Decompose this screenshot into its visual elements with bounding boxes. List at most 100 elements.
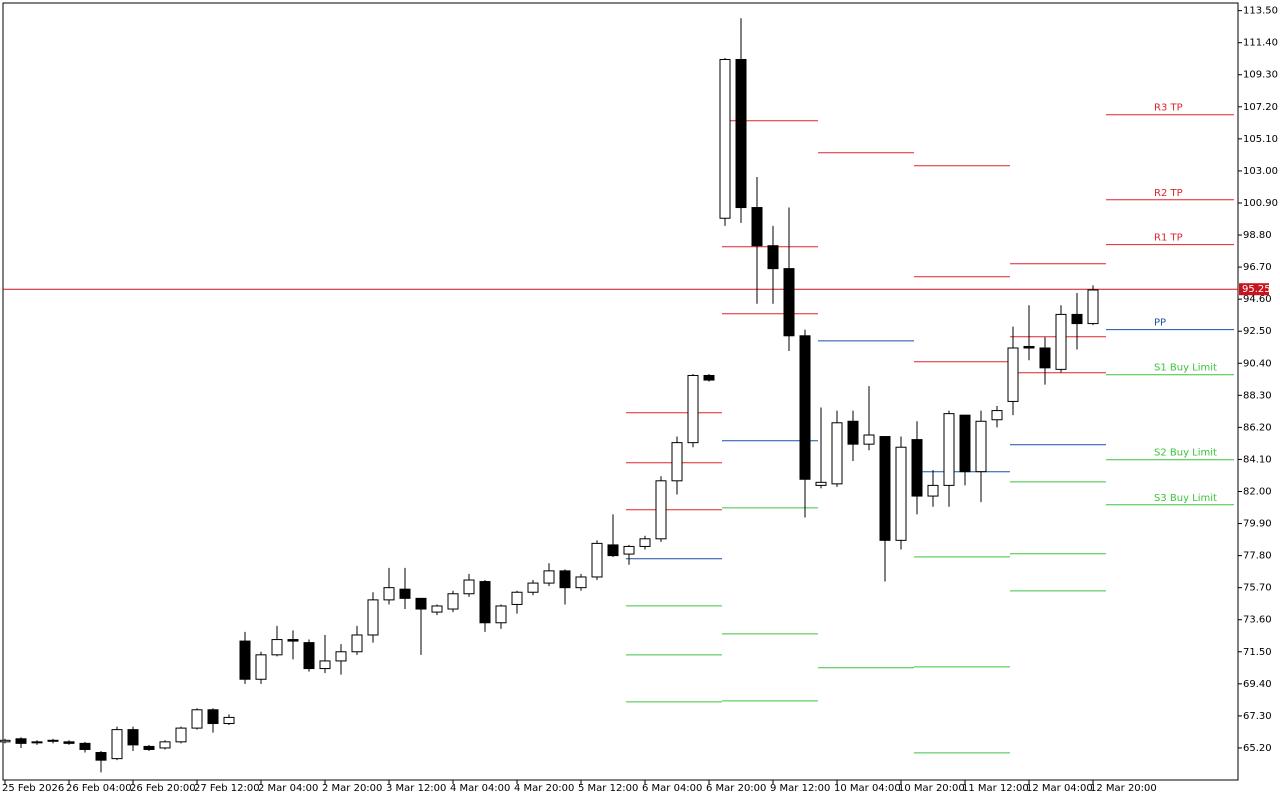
candle-body	[1039, 347, 1051, 369]
y-tick-label: 65.20	[1243, 743, 1272, 754]
candle-body	[767, 245, 779, 270]
candle-body	[495, 605, 507, 624]
candle-body	[703, 374, 715, 381]
candle-body	[1055, 313, 1067, 370]
candle-body	[943, 413, 955, 486]
candle-body	[399, 588, 411, 599]
x-tick-label: 6 Mar 04:00	[642, 783, 702, 794]
y-tick-label: 109.30	[1243, 70, 1278, 81]
x-tick-label: 12 Mar 04:00	[1026, 783, 1093, 794]
x-tick-label: 26 Feb 20:00	[130, 783, 196, 794]
x-tick-label: 4 Mar 04:00	[450, 783, 510, 794]
plot-frame	[2, 2, 1239, 781]
x-tick-label: 25 Feb 2026	[2, 783, 64, 794]
x-tick-label: 9 Mar 12:00	[770, 783, 830, 794]
y-tick-label: 90.40	[1243, 358, 1272, 369]
candle-body	[511, 591, 523, 605]
x-tick-label: 11 Mar 12:00	[962, 783, 1029, 794]
candle-body	[239, 640, 251, 680]
pivot-label: S3 Buy Limit	[1154, 493, 1217, 504]
x-tick-label: 10 Mar 20:00	[898, 783, 965, 794]
candle-body	[175, 727, 187, 743]
candle-body	[303, 642, 315, 670]
candle-body	[415, 597, 427, 610]
candle-body	[447, 593, 459, 610]
last-price-label: 95.25	[1242, 284, 1271, 295]
candle-body	[927, 484, 939, 497]
x-tick-label: 4 Mar 20:00	[514, 783, 574, 794]
y-tick-label: 92.50	[1243, 326, 1272, 337]
candle-body	[623, 545, 635, 555]
candle-body	[0, 739, 11, 743]
candle-body	[575, 576, 587, 589]
candle-body	[15, 738, 27, 744]
candle-body	[799, 335, 811, 480]
candle-body	[431, 605, 443, 613]
pivot-label: PP	[1154, 318, 1166, 329]
candle-body	[111, 729, 123, 760]
candle-body	[479, 581, 491, 624]
candle-body	[1071, 313, 1083, 325]
y-tick-label: 94.60	[1243, 294, 1272, 305]
candle-body	[287, 639, 299, 642]
y-tick-label: 86.20	[1243, 422, 1272, 433]
last-price-box	[1239, 283, 1269, 296]
x-tick-label: 5 Mar 12:00	[578, 783, 638, 794]
pivot-label: S2 Buy Limit	[1154, 448, 1217, 459]
candle-body	[463, 579, 475, 595]
candle-body	[735, 58, 747, 209]
candle-body	[127, 729, 139, 746]
y-tick-label: 107.20	[1243, 102, 1278, 113]
candle-body	[223, 716, 235, 725]
candle-body	[79, 742, 91, 750]
candle-body	[47, 739, 59, 742]
candle-body	[591, 542, 603, 578]
x-tick-label: 26 Feb 04:00	[66, 783, 132, 794]
candle-body	[991, 410, 1003, 421]
candle-body	[671, 442, 683, 482]
candle-body	[559, 570, 571, 589]
y-tick-label: 100.90	[1243, 198, 1278, 209]
candle-body	[191, 709, 203, 729]
pivot-label: R1 TP	[1154, 233, 1183, 244]
candle-body	[95, 752, 107, 761]
y-tick-label: 75.70	[1243, 583, 1272, 594]
candle-body	[335, 651, 347, 662]
candle-body	[63, 741, 75, 744]
candle-body	[687, 374, 699, 444]
candle-body	[383, 587, 395, 601]
pivot-label: R3 TP	[1154, 103, 1183, 114]
candle-body	[975, 420, 987, 473]
y-tick-label: 98.80	[1243, 230, 1272, 241]
candle-body	[639, 538, 651, 547]
x-tick-label: 10 Mar 04:00	[834, 783, 901, 794]
candle-body	[783, 268, 795, 337]
y-tick-label: 103.00	[1243, 166, 1278, 177]
y-tick-label: 84.10	[1243, 454, 1272, 465]
candle-body	[207, 709, 219, 725]
candle-body	[751, 207, 763, 247]
candle-body	[527, 582, 539, 593]
candle-body	[367, 599, 379, 636]
candle-body	[911, 439, 923, 497]
candle-body	[1023, 345, 1035, 349]
candle-body	[863, 434, 875, 445]
candle-body	[895, 446, 907, 541]
pivot-label: R2 TP	[1154, 188, 1183, 199]
x-tick-label: 3 Mar 12:00	[386, 783, 446, 794]
x-tick-label: 6 Mar 20:00	[706, 783, 766, 794]
x-tick-label: 2 Mar 20:00	[322, 783, 382, 794]
y-tick-label: 79.90	[1243, 519, 1272, 530]
candle-body	[543, 570, 555, 584]
candle-body	[1007, 347, 1019, 402]
y-tick-label: 82.00	[1243, 486, 1272, 497]
x-tick-label: 2 Mar 04:00	[258, 783, 318, 794]
candle-body	[255, 654, 267, 680]
candle-body	[959, 414, 971, 473]
x-tick-label: 12 Mar 20:00	[1090, 783, 1157, 794]
y-tick-label: 73.60	[1243, 615, 1272, 626]
candle-body	[879, 436, 891, 541]
y-tick-label: 69.40	[1243, 679, 1272, 690]
candle-body	[655, 480, 667, 540]
candle-body	[607, 544, 619, 557]
